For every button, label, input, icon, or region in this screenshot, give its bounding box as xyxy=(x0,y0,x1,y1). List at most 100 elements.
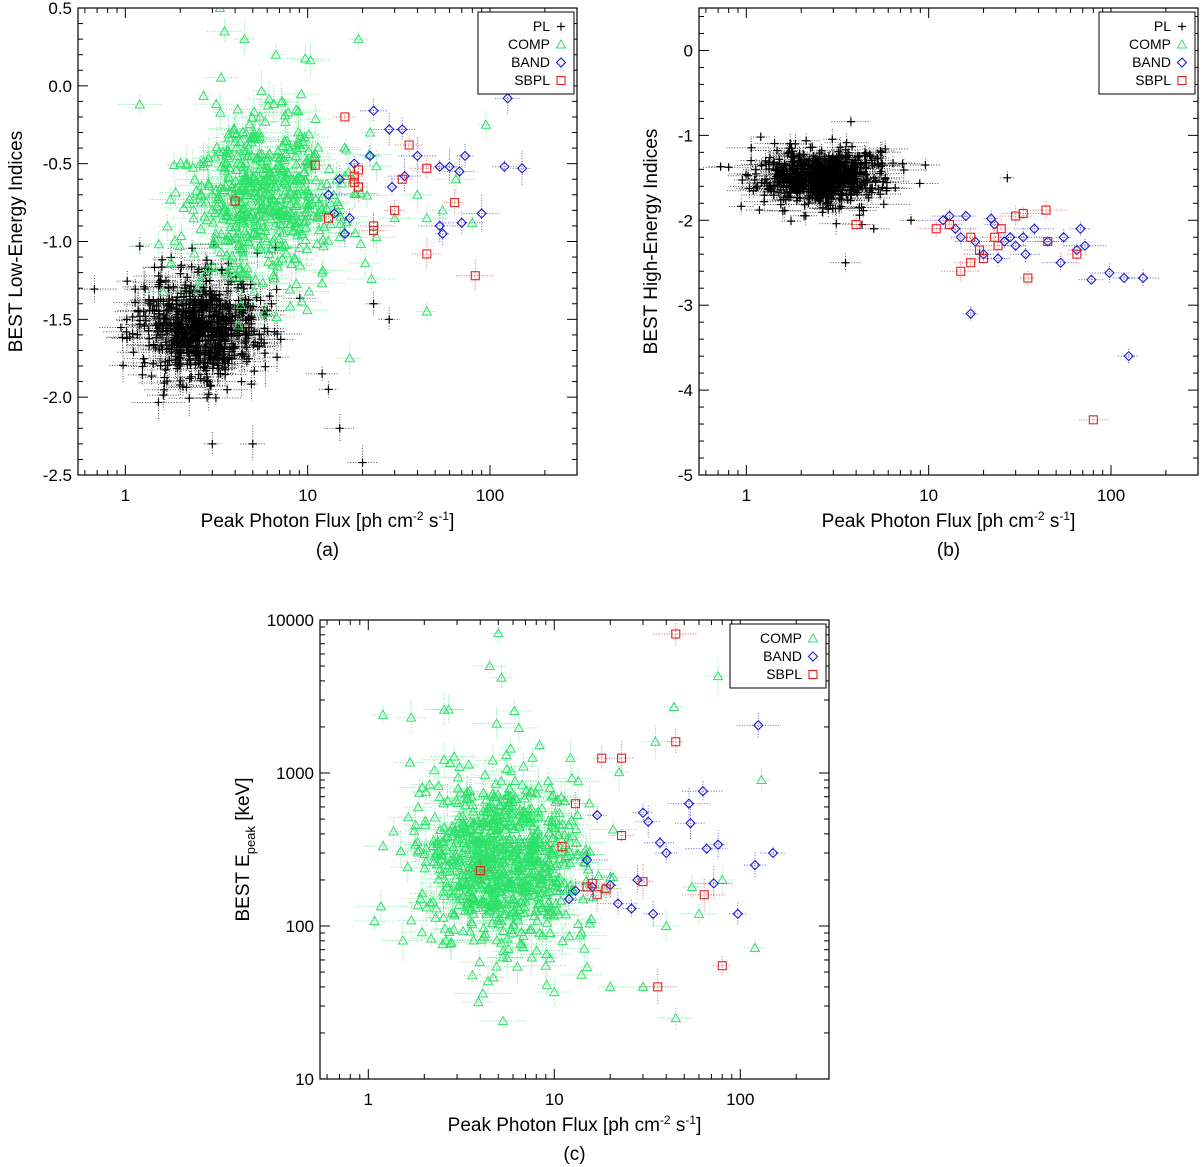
error-bar xyxy=(860,157,905,173)
y-axis-label: BEST High-Energy Indices xyxy=(641,129,662,355)
data-point xyxy=(181,158,193,168)
error-bar xyxy=(234,208,262,235)
error-bar xyxy=(193,294,217,320)
data-point xyxy=(566,814,577,825)
data-point xyxy=(349,177,359,187)
error-bar xyxy=(559,795,596,835)
data-point xyxy=(225,313,234,322)
error-bar xyxy=(526,847,542,871)
data-point xyxy=(192,326,201,335)
error-bar xyxy=(517,901,552,931)
error-bar xyxy=(1078,276,1104,284)
error-bar xyxy=(322,215,360,233)
data-point xyxy=(355,187,367,198)
data-point xyxy=(276,162,288,173)
data-point xyxy=(243,166,254,176)
error-bar xyxy=(465,899,508,915)
data-point xyxy=(246,150,258,160)
data-point xyxy=(931,224,941,234)
error-bar xyxy=(230,304,245,346)
data-point xyxy=(425,932,437,943)
error-bar xyxy=(272,184,319,211)
data-point xyxy=(290,104,302,114)
data-point xyxy=(310,193,322,204)
error-bar xyxy=(797,192,834,206)
error-bar xyxy=(132,269,188,295)
x-axis: 1 10 100 xyxy=(84,8,578,505)
data-point xyxy=(157,263,166,272)
data-point xyxy=(272,261,283,271)
error-bar xyxy=(803,183,839,204)
error-bar xyxy=(184,291,205,332)
error-bar xyxy=(206,219,224,259)
data-point xyxy=(799,150,808,159)
error-bar xyxy=(800,193,852,202)
data-point xyxy=(786,187,795,196)
error-bar xyxy=(781,175,806,195)
error-bar xyxy=(985,242,1011,250)
data-point xyxy=(193,336,202,345)
error-bar xyxy=(558,874,588,907)
data-point xyxy=(444,865,456,876)
error-bar xyxy=(287,234,324,246)
data-point xyxy=(716,162,725,171)
error-bar xyxy=(138,318,179,345)
data-point xyxy=(290,253,301,264)
error-bar xyxy=(279,145,316,156)
data-point xyxy=(163,327,172,336)
data-point xyxy=(339,228,351,239)
data-point xyxy=(907,216,916,225)
data-point xyxy=(206,304,215,313)
error-bar xyxy=(256,171,292,196)
error-bar xyxy=(289,287,330,296)
error-bar xyxy=(271,108,300,136)
error-bar xyxy=(260,265,289,292)
y-tick-label: -2 xyxy=(678,211,693,230)
data-point xyxy=(444,161,455,173)
error-bar xyxy=(162,198,205,218)
x-axis-label: Peak Photon Flux [ph cm-2 s-1] xyxy=(822,509,1076,532)
error-bar xyxy=(267,44,285,66)
data-point xyxy=(446,907,458,918)
data-point xyxy=(134,98,146,109)
data-point xyxy=(219,165,230,175)
error-bar xyxy=(242,311,256,327)
error-bar xyxy=(207,175,259,215)
data-point xyxy=(151,344,160,353)
error-bar xyxy=(790,153,809,168)
data-point xyxy=(233,238,245,249)
error-bar xyxy=(181,321,222,335)
data-point xyxy=(844,164,853,173)
data-point xyxy=(276,253,288,263)
error-bar xyxy=(245,250,293,258)
data-point xyxy=(230,164,242,175)
data-point xyxy=(290,278,302,288)
data-point xyxy=(412,801,424,812)
error-bar xyxy=(236,134,283,173)
data-point xyxy=(359,257,371,268)
data-point xyxy=(340,143,352,154)
data-point xyxy=(865,150,874,159)
error-bar xyxy=(394,135,424,155)
data-point xyxy=(270,49,282,59)
data-point xyxy=(801,211,810,220)
data-point xyxy=(291,188,303,198)
error-bar xyxy=(362,119,379,146)
data-point xyxy=(167,347,176,356)
data-point xyxy=(176,354,185,363)
data-point xyxy=(875,169,884,178)
data-point xyxy=(497,945,509,956)
error-bar xyxy=(275,297,306,316)
data-point xyxy=(160,385,169,394)
data-point xyxy=(1010,240,1021,252)
data-point xyxy=(456,217,468,229)
data-point xyxy=(195,189,207,200)
error-bar xyxy=(933,223,977,234)
error-bar xyxy=(726,138,777,158)
error-bar xyxy=(325,204,351,219)
data-point xyxy=(273,353,282,362)
data-point xyxy=(208,238,219,248)
error-bar xyxy=(146,304,172,323)
error-bar xyxy=(172,193,207,205)
error-bar xyxy=(242,159,296,187)
